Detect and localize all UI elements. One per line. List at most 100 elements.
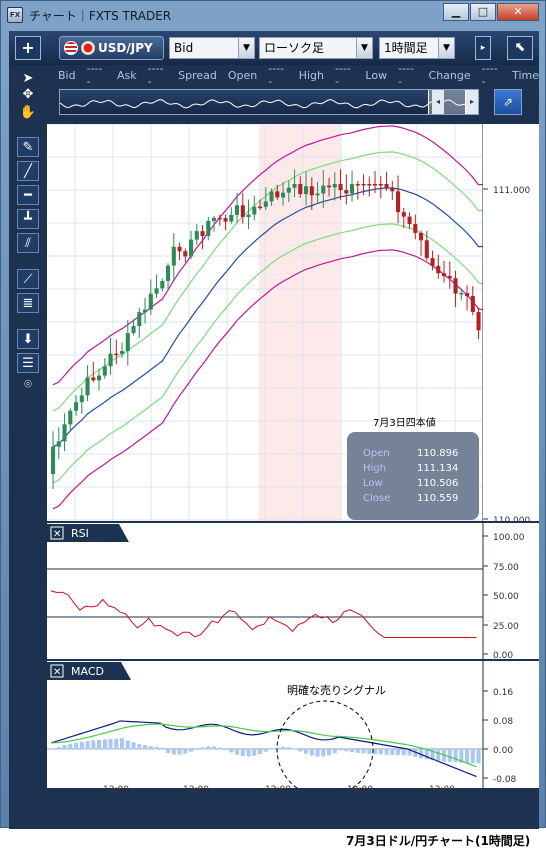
- add-chart-button[interactable]: +: [15, 36, 41, 60]
- chart-svg: 111.000 110.000 7月3日四本値 Open 110.896 Hig…: [47, 123, 539, 798]
- navigator-right-button[interactable]: ▸: [466, 90, 478, 114]
- signal-highlight-circle: [276, 700, 374, 798]
- horizontal-line-icon[interactable]: ━: [17, 185, 39, 205]
- fan-icon[interactable]: ⟋: [17, 269, 39, 289]
- candlestick: [453, 278, 458, 294]
- maximize-arrow-icon[interactable]: ⬉: [507, 36, 533, 60]
- fibonacci-icon[interactable]: ≣: [17, 293, 39, 313]
- title-bar[interactable]: FX チャート｜FXTS TRADER ▁ □ ✕: [1, 1, 545, 29]
- histogram-bar: [102, 739, 107, 750]
- candlestick: [51, 446, 56, 474]
- histogram-bar: [332, 749, 337, 754]
- crosshair-icon[interactable]: ✥: [22, 87, 34, 102]
- histogram-bar: [183, 749, 188, 754]
- pointer-icon[interactable]: ➤: [22, 71, 34, 86]
- chart-area[interactable]: 111.000 110.000 7月3日四本値 Open 110.896 Hig…: [47, 123, 539, 798]
- candlestick: [419, 232, 424, 241]
- histogram-bar: [263, 749, 268, 752]
- pencil-icon[interactable]: ✎: [17, 137, 39, 157]
- histogram-bar: [436, 749, 441, 761]
- candlestick: [189, 239, 194, 257]
- download-icon[interactable]: ⬇: [17, 329, 39, 349]
- candlestick: [183, 251, 188, 257]
- candlestick: [56, 441, 61, 447]
- list-icon[interactable]: ☰: [17, 353, 39, 373]
- histogram-bar: [114, 738, 119, 750]
- ohlc-open-label: Open: [363, 448, 390, 459]
- symbol-button[interactable]: USD/JPY: [59, 36, 164, 60]
- histogram-bar: [350, 749, 355, 753]
- time-tick: 12:00: [429, 785, 455, 792]
- histogram-bar: [413, 749, 418, 757]
- candlestick: [281, 192, 286, 198]
- jump-latest-button[interactable]: ⇗: [494, 89, 522, 115]
- candlestick: [74, 402, 79, 411]
- candlestick: [229, 214, 234, 222]
- chart-window: FX チャート｜FXTS TRADER ▁ □ ✕ + USD/JPY Bid …: [0, 0, 546, 829]
- timeframe-select[interactable]: 1時間足 ▼: [379, 37, 455, 59]
- candlestick: [240, 205, 245, 217]
- histogram-bar: [390, 749, 395, 755]
- hand-icon[interactable]: ✋: [19, 105, 37, 120]
- candlestick: [286, 187, 291, 193]
- info-label: Time: [512, 68, 540, 82]
- price-axis: [483, 124, 539, 522]
- rsi-line: [50, 590, 477, 638]
- candlestick: [367, 184, 372, 186]
- histogram-bar: [79, 741, 84, 750]
- histogram-bar: [309, 749, 314, 756]
- toolbar-scroll-button[interactable]: ▸: [475, 36, 491, 60]
- candlestick: [131, 326, 136, 334]
- histogram-bar: [344, 749, 349, 752]
- chart-type-select[interactable]: ローソク足 ▼: [259, 37, 373, 59]
- histogram-bar: [275, 747, 280, 750]
- vertical-line-icon[interactable]: ┻: [17, 209, 39, 229]
- candlestick: [194, 231, 199, 240]
- candlestick: [120, 351, 125, 354]
- candlestick: [292, 184, 297, 188]
- rsi-panel: [47, 522, 539, 660]
- histogram-bar: [56, 746, 61, 750]
- candlestick: [246, 214, 251, 217]
- chart-type-value: ローソク足: [264, 41, 325, 55]
- price-type-value: Bid: [174, 41, 194, 55]
- close-icon[interactable]: [50, 526, 64, 540]
- info-label: Change: [428, 68, 471, 82]
- signal-line: [50, 723, 477, 768]
- candlestick: [304, 186, 309, 195]
- time-tick: 12:00: [183, 785, 209, 792]
- histogram-bar: [327, 749, 332, 756]
- maximize-button[interactable]: □: [470, 3, 496, 21]
- history-navigator[interactable]: ◂ ▸: [59, 89, 479, 115]
- histogram-bar: [148, 746, 153, 750]
- candlestick: [148, 293, 153, 310]
- ohlc-annotation: 7月3日四本値: [373, 416, 436, 429]
- rsi-tick: 75.00: [493, 563, 519, 573]
- trendline-icon[interactable]: ╱: [17, 161, 39, 181]
- close-button[interactable]: ✕: [497, 3, 539, 21]
- histogram-bar: [223, 749, 228, 751]
- candlestick: [137, 312, 142, 327]
- camera-icon[interactable]: ⌾: [24, 377, 32, 392]
- histogram-bar: [304, 749, 309, 754]
- info-label: -----: [147, 62, 164, 88]
- candlestick: [378, 184, 383, 186]
- close-icon[interactable]: [50, 664, 64, 678]
- histogram-bar: [189, 749, 194, 752]
- histogram-bar: [459, 749, 464, 763]
- histogram-bar: [143, 745, 148, 750]
- candlestick: [465, 293, 470, 297]
- price-type-select[interactable]: Bid ▼: [169, 37, 255, 59]
- minimize-button[interactable]: ▁: [443, 3, 469, 21]
- candlestick: [355, 184, 360, 186]
- histogram-bar: [62, 745, 67, 750]
- histogram-bar: [91, 740, 96, 750]
- candlestick: [442, 273, 447, 277]
- macd-axis: 0.16 0.08 0.00 -0.08: [483, 688, 517, 785]
- candlestick: [200, 231, 205, 237]
- navigator-left-button[interactable]: ◂: [432, 90, 444, 114]
- histogram-bar: [235, 749, 240, 755]
- channel-icon[interactable]: ⫽: [17, 233, 39, 253]
- jp-flag-icon: [81, 41, 95, 55]
- candlestick: [436, 265, 441, 274]
